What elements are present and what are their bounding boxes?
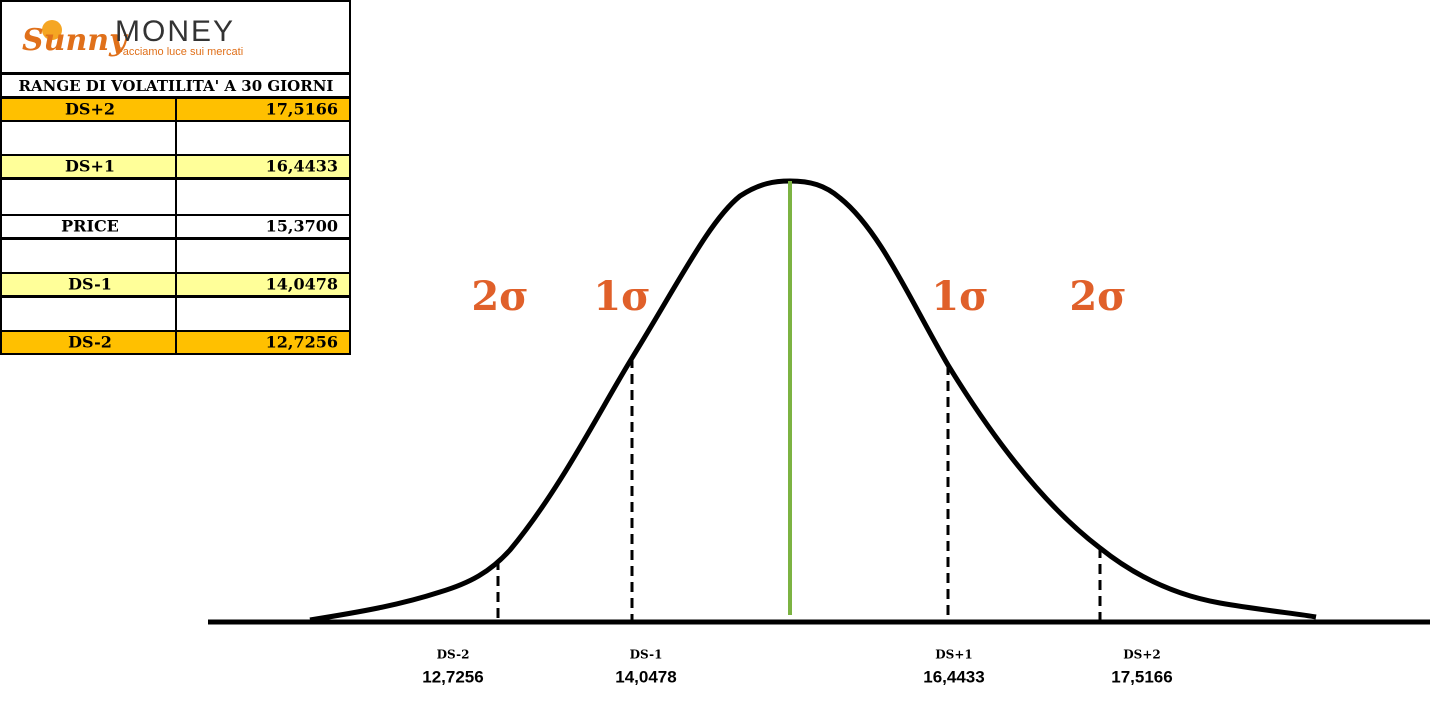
logo-tagline: Facciamo luce sui mercati bbox=[116, 46, 243, 58]
marker-label: DS+1 bbox=[935, 648, 972, 662]
row-label: DS-2 bbox=[68, 333, 112, 352]
blank-cell bbox=[0, 178, 177, 216]
marker-value: 17,5166 bbox=[1111, 667, 1172, 686]
blank-cell bbox=[175, 120, 351, 156]
row-value: 16,4433 bbox=[266, 157, 338, 176]
marker-value: 16,4433 bbox=[923, 667, 984, 686]
sigma-label: 1σ bbox=[593, 273, 650, 320]
blank-cell bbox=[0, 238, 177, 274]
blank-cell bbox=[175, 178, 351, 216]
row-value: 17,5166 bbox=[266, 100, 338, 119]
blank-cell bbox=[175, 296, 351, 332]
sigma-label: 2σ bbox=[1069, 273, 1126, 320]
marker-label: DS+2 bbox=[1123, 648, 1160, 662]
logo-sun bbox=[42, 20, 62, 40]
marker-value: 12,7256 bbox=[422, 667, 483, 686]
blank-cell bbox=[0, 120, 177, 156]
sigma-label: 1σ bbox=[931, 273, 988, 320]
row-label: DS-1 bbox=[68, 275, 112, 294]
logo-brand: MONEY bbox=[115, 15, 235, 48]
blank-cell bbox=[175, 238, 351, 274]
row-label: DS+1 bbox=[65, 157, 115, 176]
blank-cell bbox=[0, 296, 177, 332]
marker-label: DS-1 bbox=[630, 648, 663, 662]
logo-script: Sunny bbox=[22, 23, 129, 58]
row-value: 12,7256 bbox=[266, 333, 338, 352]
table-title: RANGE DI VOLATILITA' A 30 GIORNI bbox=[19, 77, 334, 95]
bell-curve bbox=[309, 178, 1317, 623]
logo-box bbox=[0, 0, 351, 74]
row-value: 15,3700 bbox=[266, 217, 338, 236]
row-label: PRICE bbox=[61, 217, 119, 236]
row-label: DS+2 bbox=[65, 100, 115, 119]
marker-value: 14,0478 bbox=[615, 667, 676, 686]
marker-label: DS-2 bbox=[437, 648, 470, 662]
row-value: 14,0478 bbox=[266, 275, 338, 294]
sigma-label: 2σ bbox=[471, 273, 528, 320]
